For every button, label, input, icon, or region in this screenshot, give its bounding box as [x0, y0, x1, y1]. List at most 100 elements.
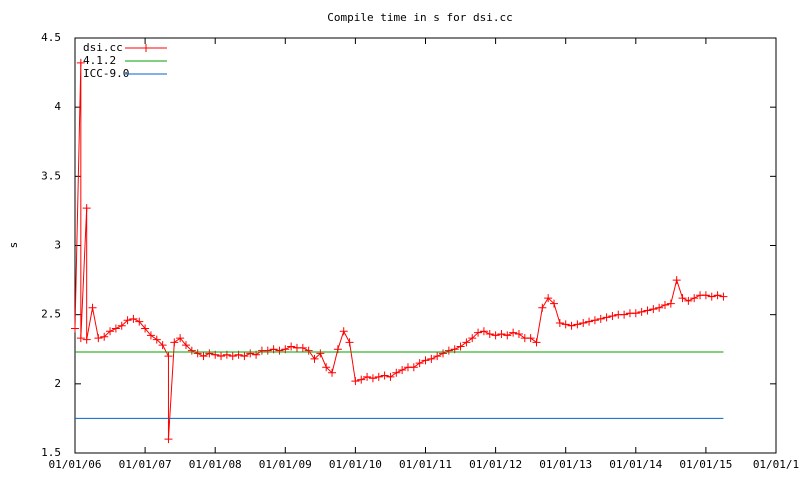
point — [561, 320, 570, 329]
point — [363, 372, 372, 381]
x-tick-label: 01/01/11 — [399, 458, 452, 471]
x-tick-label: 01/01/08 — [189, 458, 242, 471]
point — [678, 294, 687, 303]
point — [666, 299, 675, 308]
point — [596, 314, 605, 323]
point — [106, 327, 115, 336]
point — [485, 330, 494, 339]
point — [497, 330, 506, 339]
point — [713, 291, 722, 300]
x-tick-label: 01/01/12 — [469, 458, 522, 471]
point — [491, 331, 500, 340]
x-tick-label: 01/01/10 — [329, 458, 382, 471]
point — [468, 334, 477, 343]
point — [328, 368, 337, 377]
point — [649, 305, 658, 314]
point — [187, 346, 196, 355]
point — [228, 352, 237, 361]
point — [71, 324, 79, 333]
point — [368, 374, 377, 383]
point — [631, 309, 640, 318]
x-tick-label: 01/01/14 — [609, 458, 662, 471]
point — [94, 334, 103, 343]
point — [316, 349, 325, 358]
point — [205, 349, 214, 358]
point — [719, 292, 728, 301]
point — [176, 334, 185, 343]
point — [76, 58, 85, 67]
point — [123, 316, 132, 325]
point — [479, 327, 488, 336]
point — [181, 341, 190, 350]
point — [380, 371, 389, 380]
point — [152, 335, 161, 344]
point — [76, 334, 85, 343]
point — [462, 338, 471, 347]
point — [88, 303, 97, 312]
point — [117, 321, 126, 330]
point — [386, 372, 395, 381]
point — [661, 300, 670, 309]
point — [544, 294, 553, 303]
y-tick-label: 2.5 — [41, 308, 61, 321]
point — [550, 299, 559, 308]
point — [608, 312, 617, 321]
point — [351, 377, 360, 386]
legend-label: ICC-9.0 — [83, 67, 129, 80]
point — [456, 342, 465, 351]
point — [643, 306, 652, 315]
point — [439, 349, 448, 358]
point — [421, 356, 430, 365]
point — [111, 324, 120, 333]
y-axis-label: s — [7, 242, 20, 249]
point — [526, 334, 535, 343]
x-tick-label: 01/01/1 — [753, 458, 799, 471]
point — [158, 341, 167, 350]
point — [433, 352, 442, 361]
point — [701, 291, 710, 300]
point — [585, 317, 594, 326]
legend-marker — [142, 44, 150, 52]
y-tick-label: 1.5 — [41, 446, 61, 459]
point — [310, 354, 319, 363]
point — [246, 349, 255, 358]
point — [509, 328, 518, 337]
point — [398, 366, 407, 374]
point — [304, 346, 313, 355]
point — [690, 294, 699, 303]
point — [532, 338, 541, 347]
x-tick-label: 01/01/13 — [539, 458, 592, 471]
x-tick-label: 01/01/09 — [259, 458, 312, 471]
point — [141, 324, 150, 333]
point — [193, 349, 202, 358]
point — [707, 292, 716, 301]
point — [164, 435, 173, 444]
y-tick-label: 4.5 — [41, 31, 61, 44]
legend-label: dsi.cc — [83, 41, 123, 54]
point — [579, 318, 588, 327]
point — [620, 310, 629, 319]
point — [322, 363, 331, 372]
point — [345, 338, 354, 347]
point — [263, 346, 272, 355]
chart-title: Compile time in s for dsi.cc — [327, 11, 512, 24]
point — [275, 346, 284, 355]
point — [217, 352, 226, 361]
y-tick-label: 4 — [54, 100, 61, 113]
point — [573, 320, 582, 329]
x-tick-label: 01/01/07 — [119, 458, 172, 471]
point — [135, 317, 144, 326]
point — [82, 335, 91, 344]
y-tick-label: 3.5 — [41, 169, 61, 182]
point — [240, 352, 249, 361]
point — [129, 314, 138, 323]
point — [164, 352, 173, 361]
point — [287, 342, 296, 351]
point — [567, 321, 576, 330]
point — [357, 375, 366, 384]
point — [415, 359, 424, 368]
point — [602, 313, 611, 322]
point — [514, 330, 523, 339]
